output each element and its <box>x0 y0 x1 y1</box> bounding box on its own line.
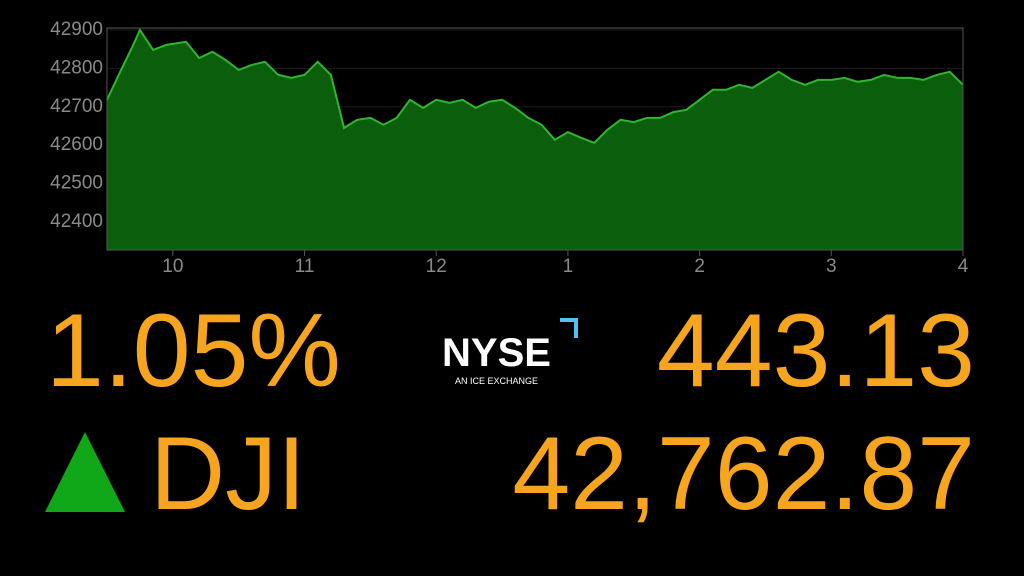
x-tick-label: 3 <box>826 256 837 277</box>
y-tick-label: 42900 <box>50 19 103 40</box>
index-price: 42,762.87 <box>512 416 975 532</box>
y-tick-label: 42600 <box>50 134 103 155</box>
x-tick-label: 2 <box>694 256 705 277</box>
x-tick-label: 11 <box>295 256 315 277</box>
x-tick-label: 10 <box>162 256 183 277</box>
index-symbol: DJI <box>150 416 306 532</box>
y-tick-label: 42500 <box>50 173 103 194</box>
y-tick-label: 42400 <box>50 211 103 232</box>
up-arrow <box>45 432 125 512</box>
plot-frame <box>106 27 964 251</box>
logo-tagline: AN ICE EXCHANGE <box>455 376 538 386</box>
x-tick-label: 12 <box>426 256 447 277</box>
change-percent: 1.05% <box>46 293 341 409</box>
line <box>106 27 964 144</box>
x-tick-label: 4 <box>958 256 969 277</box>
y-tick-label: 42800 <box>50 57 103 78</box>
logo-corner <box>560 318 578 338</box>
y-tick-label: 42700 <box>50 96 103 117</box>
points-change: 443.13 <box>657 293 975 409</box>
nyse-logo: NYSE <box>442 331 551 375</box>
x-tick-label: 1 <box>563 256 574 277</box>
area <box>107 29 963 251</box>
